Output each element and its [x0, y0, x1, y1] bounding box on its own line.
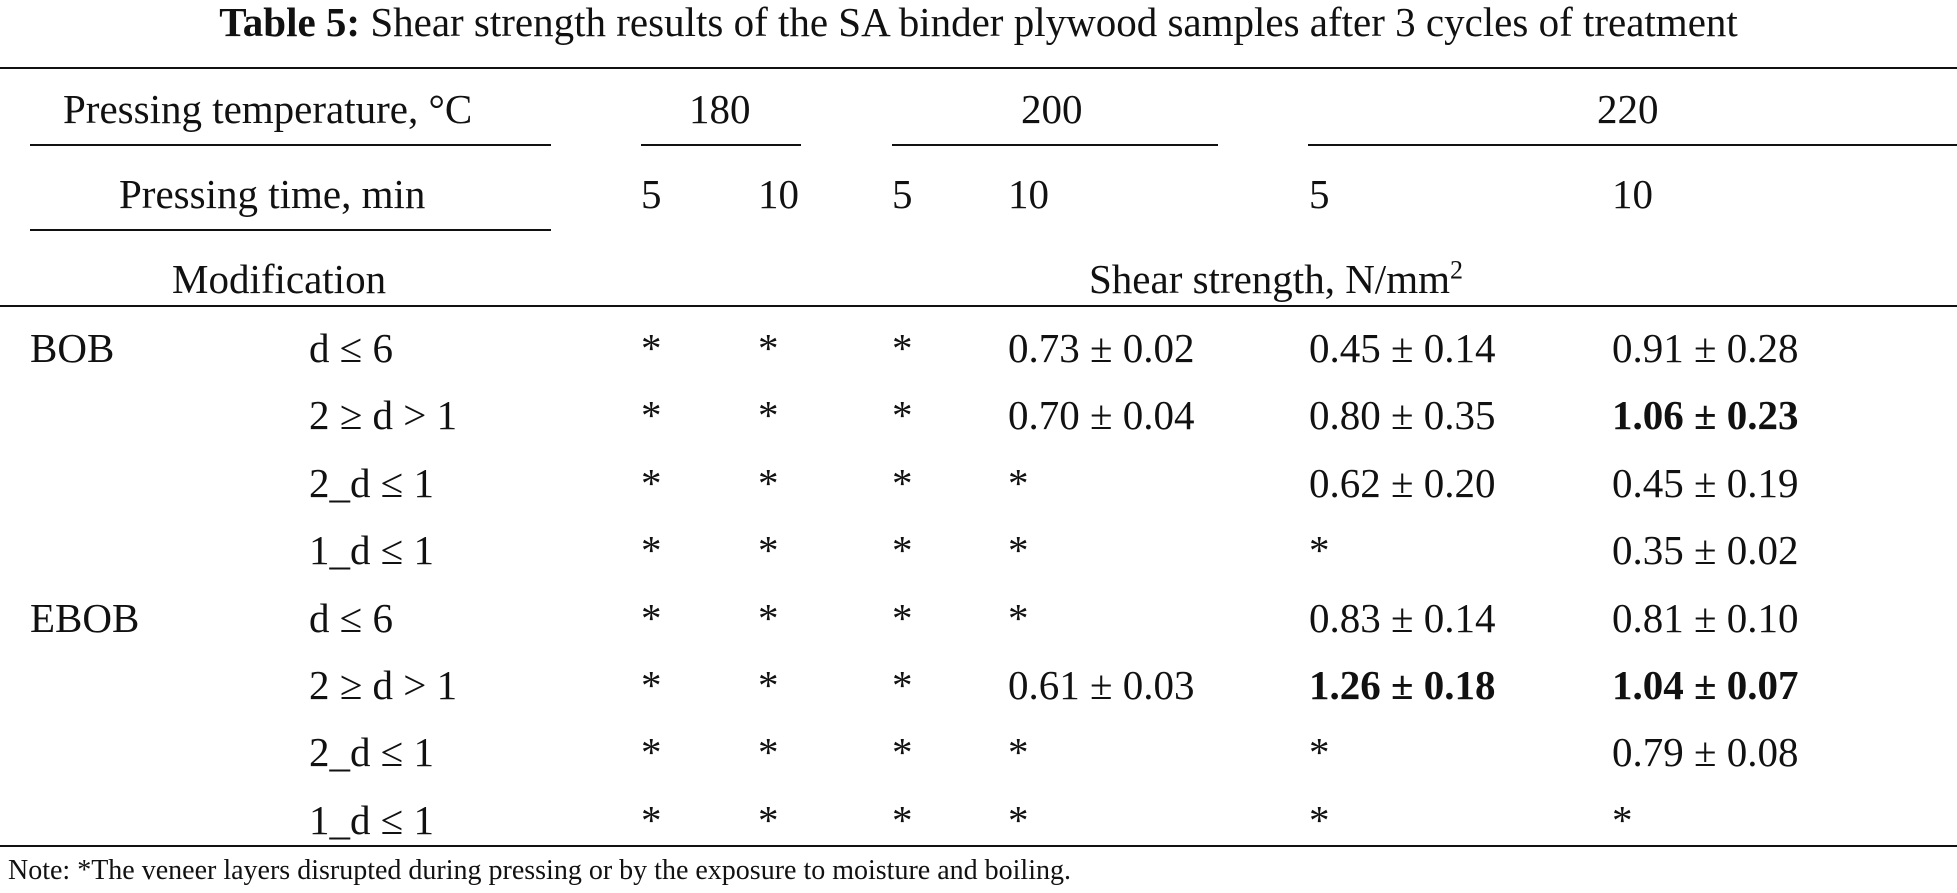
- table-cell: *: [1008, 797, 1029, 843]
- table-cell: 0.81 ± 0.10: [1612, 595, 1799, 641]
- table-caption-label: Table 5:: [219, 0, 361, 45]
- row-sub-label: 2_d ≤ 1: [309, 460, 435, 506]
- table-cell: 0.80 ± 0.35: [1309, 392, 1496, 438]
- table-cell: *: [758, 460, 779, 506]
- table-cell: *: [1309, 729, 1330, 775]
- table-cell: *: [892, 797, 913, 843]
- temperature-180-rule: [641, 144, 801, 146]
- table-cell: *: [758, 527, 779, 573]
- table-cell: *: [892, 460, 913, 506]
- bottom-rule: [0, 845, 1957, 847]
- table-cell: *: [758, 797, 779, 843]
- row-sub-label: 1_d ≤ 1: [309, 527, 435, 573]
- time-200-5: 5: [892, 171, 913, 217]
- table-cell: 1.04 ± 0.07: [1612, 662, 1799, 708]
- header-bottom-rule: [0, 305, 1957, 307]
- table-cell: *: [892, 595, 913, 641]
- temperature-220-rule: [1308, 144, 1957, 146]
- table-cell: 0.45 ± 0.14: [1309, 325, 1496, 371]
- table-cell: 0.73 ± 0.02: [1008, 325, 1195, 371]
- top-rule: [0, 67, 1957, 69]
- table-cell: 1.06 ± 0.23: [1612, 392, 1799, 438]
- table-note: Note: *The veneer layers disrupted durin…: [8, 855, 1071, 886]
- table-cell: *: [758, 729, 779, 775]
- table-cell: *: [758, 325, 779, 371]
- table-cell: *: [892, 729, 913, 775]
- table-cell: *: [758, 662, 779, 708]
- table-caption-text: Shear strength results of the SA binder …: [370, 0, 1738, 45]
- time-180-5: 5: [641, 171, 662, 217]
- table-cell: 0.62 ± 0.20: [1309, 460, 1496, 506]
- table-cell: *: [641, 392, 662, 438]
- table-cell: *: [892, 325, 913, 371]
- table-cell: *: [1008, 729, 1029, 775]
- time-180-10: 10: [758, 171, 799, 217]
- time-220-10: 10: [1612, 171, 1653, 217]
- table-cell: *: [641, 527, 662, 573]
- table-cell: *: [1612, 797, 1633, 843]
- temperature-label-rule: [30, 144, 551, 146]
- table-cell: 0.70 ± 0.04: [1008, 392, 1195, 438]
- temperature-200: 200: [1021, 86, 1083, 132]
- table-cell: *: [1309, 797, 1330, 843]
- time-200-10: 10: [1008, 171, 1049, 217]
- temperature-label: Pressing temperature, °C: [63, 86, 473, 132]
- temperature-180: 180: [689, 86, 751, 132]
- modification-label: Modification: [172, 256, 387, 302]
- table-cell: *: [892, 662, 913, 708]
- row-sub-label: 2 ≥ d > 1: [309, 392, 458, 438]
- row-group-label: EBOB: [30, 595, 140, 641]
- row-sub-label: 1_d ≤ 1: [309, 797, 435, 843]
- table-cell: *: [641, 595, 662, 641]
- table-cell: *: [641, 729, 662, 775]
- table-cell: *: [641, 797, 662, 843]
- table-cell: *: [641, 325, 662, 371]
- table-cell: *: [758, 595, 779, 641]
- time-220-5: 5: [1309, 171, 1330, 217]
- table-cell: *: [1008, 527, 1029, 573]
- table-cell: 0.91 ± 0.28: [1612, 325, 1799, 371]
- shear-strength-text: Shear strength, N/mm: [1089, 256, 1450, 302]
- table-cell: *: [1008, 460, 1029, 506]
- row-sub-label: d ≤ 6: [309, 595, 394, 641]
- table-cell: *: [892, 527, 913, 573]
- table-cell: *: [1309, 527, 1330, 573]
- table-cell: 0.83 ± 0.14: [1309, 595, 1496, 641]
- table-cell: 0.61 ± 0.03: [1008, 662, 1195, 708]
- table-cell: *: [641, 460, 662, 506]
- row-group-label: BOB: [30, 325, 115, 371]
- table-cell: 0.35 ± 0.02: [1612, 527, 1799, 573]
- table-caption: Table 5: Shear strength results of the S…: [0, 2, 1957, 43]
- row-sub-label: 2_d ≤ 1: [309, 729, 435, 775]
- temperature-220: 220: [1597, 86, 1659, 132]
- shear-strength-label: Shear strength, N/mm2: [1089, 256, 1463, 302]
- temperature-200-rule: [892, 144, 1218, 146]
- time-label: Pressing time, min: [119, 171, 426, 217]
- table-cell: 0.79 ± 0.08: [1612, 729, 1799, 775]
- table-cell: *: [892, 392, 913, 438]
- table-cell: 0.45 ± 0.19: [1612, 460, 1799, 506]
- row-sub-label: 2 ≥ d > 1: [309, 662, 458, 708]
- row-sub-label: d ≤ 6: [309, 325, 394, 371]
- table-cell: *: [641, 662, 662, 708]
- table-cell: *: [758, 392, 779, 438]
- time-label-rule: [30, 229, 551, 231]
- table-cell: *: [1008, 595, 1029, 641]
- table-cell: 1.26 ± 0.18: [1309, 662, 1496, 708]
- shear-strength-unit-sup: 2: [1449, 255, 1463, 285]
